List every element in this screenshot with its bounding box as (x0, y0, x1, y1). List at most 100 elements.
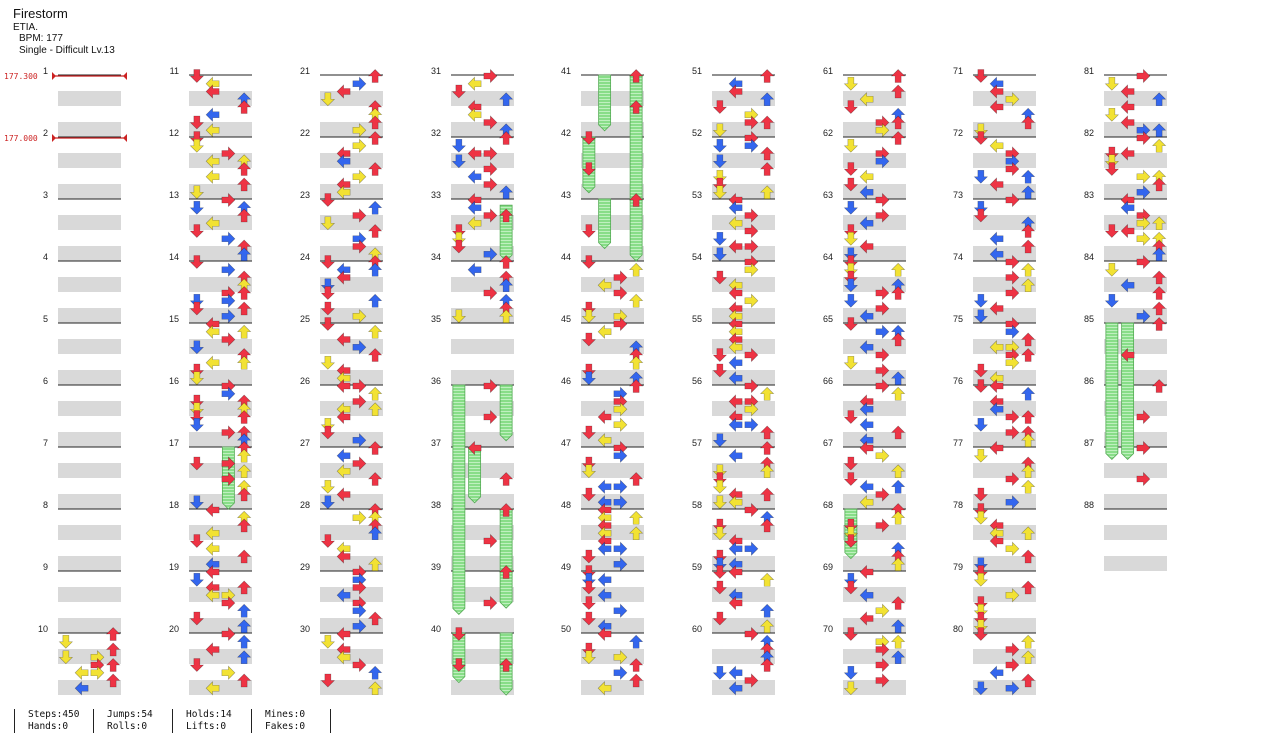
measure-number: 29 (300, 562, 310, 572)
measure-number: 36 (431, 376, 441, 386)
arrow-note (236, 487, 252, 502)
arrow-note (843, 262, 859, 277)
arrow-note (205, 324, 220, 339)
lane-band (189, 91, 252, 106)
arrow-note (712, 557, 728, 572)
arrow-note (221, 309, 236, 324)
arrow-note (744, 208, 759, 223)
arrow-note (367, 441, 383, 455)
lane-band (58, 308, 121, 323)
arrow-note (890, 464, 906, 479)
arrow-note (336, 84, 351, 99)
arrow-note (859, 169, 874, 184)
measure-number: 64 (823, 252, 833, 262)
arrow-note (843, 162, 859, 176)
arrow-note (859, 309, 874, 324)
arrow-note (367, 115, 383, 130)
arrow-note (859, 92, 874, 107)
lane-band (189, 277, 252, 292)
arrow-note (189, 572, 205, 587)
arrow-note (973, 596, 989, 610)
lane-band (320, 556, 383, 571)
lane-band (973, 618, 1036, 633)
arrow-note (875, 123, 890, 138)
arrow-note (973, 619, 989, 634)
arrow-note (712, 363, 728, 378)
arrow-note (498, 92, 514, 107)
arrow-note (728, 495, 743, 510)
song-title: Firestorm (13, 6, 68, 21)
arrow-note (890, 131, 906, 145)
arrow-note (581, 309, 597, 324)
arrow-note (973, 611, 989, 626)
lane-band (58, 184, 121, 199)
arrow-note (989, 402, 1004, 417)
arrow-note (859, 495, 874, 510)
arrow-note (875, 208, 890, 223)
lane-band (320, 649, 383, 664)
measure-number: 88 (1084, 500, 1094, 510)
lane-band (843, 277, 906, 292)
measure-number: 43 (561, 190, 571, 200)
arrow-note (581, 464, 597, 479)
arrow-note (973, 200, 989, 215)
arrow-note (989, 378, 1004, 394)
measure-number: 10 (38, 624, 48, 634)
lane-band (451, 153, 514, 168)
arrow-note (759, 386, 775, 401)
measure-number: 52 (692, 128, 702, 138)
measure-number: 86 (1084, 376, 1094, 386)
lane-band (58, 370, 121, 385)
lane-band (973, 649, 1036, 664)
measure-number: 47 (561, 438, 571, 448)
measure-number: 82 (1084, 128, 1094, 138)
arrow-note (205, 169, 220, 184)
arrow-note (728, 200, 743, 215)
arrow-note (320, 317, 336, 331)
arrow-note (1104, 162, 1120, 176)
lane-band (58, 215, 121, 230)
lane-band (581, 277, 644, 292)
arrow-note (843, 627, 859, 641)
arrow-note (236, 673, 252, 688)
arrow-note (759, 185, 775, 200)
lane-band (451, 246, 514, 261)
measure-number: 11 (170, 66, 179, 76)
measure-number: 25 (300, 314, 310, 324)
arrow-note (759, 92, 775, 107)
lane-band (320, 432, 383, 447)
lane-band (1104, 525, 1167, 540)
arrow-note (712, 247, 728, 262)
arrow-note (58, 650, 74, 665)
arrow-note (1005, 541, 1020, 556)
arrow-note (973, 487, 989, 502)
lane-band (1104, 153, 1167, 168)
lane-band (712, 370, 775, 385)
arrow-note (759, 69, 775, 83)
arrow-note (320, 278, 336, 293)
arrow-note (320, 286, 336, 300)
arrow-note (1020, 464, 1036, 479)
arrow-note (1005, 161, 1020, 177)
bpm-label: BPM: 177 (19, 33, 63, 45)
measure-number: 14 (169, 252, 179, 262)
arrow-note (581, 549, 597, 564)
measure-number: 39 (431, 562, 441, 572)
arrow-note (1020, 169, 1036, 184)
lane-band (712, 122, 775, 137)
lane-band (843, 525, 906, 540)
arrow-note (1020, 348, 1036, 362)
arrow-note (973, 603, 989, 618)
arrow-note (1020, 479, 1036, 494)
lane-band (581, 339, 644, 354)
arrow-note (712, 138, 728, 153)
arrow-note (352, 239, 367, 254)
lane-band (189, 494, 252, 509)
lane-band (843, 122, 906, 137)
arrow-note (1020, 634, 1036, 649)
arrow-note (467, 216, 482, 231)
arrow-note (843, 317, 859, 331)
measure-number: 73 (953, 190, 963, 200)
arrow-note (1020, 239, 1036, 254)
bpm-change-label: 177.000 (4, 134, 38, 143)
